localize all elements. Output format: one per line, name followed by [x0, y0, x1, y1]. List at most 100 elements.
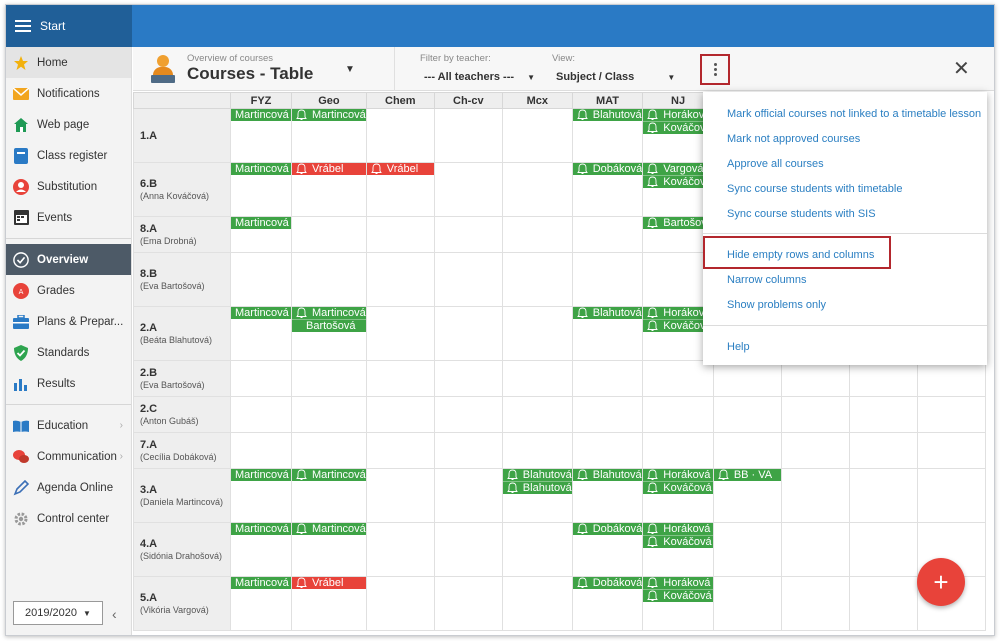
- course-teacher: Bartošová: [663, 217, 713, 229]
- course-chip[interactable]: Blahutová: [572, 469, 643, 481]
- course-chip[interactable]: Bartošová: [643, 217, 713, 229]
- sidebar-item-grades[interactable]: A Grades: [6, 275, 131, 306]
- row-header[interactable]: 2.A (Beáta Blahutová): [133, 306, 231, 361]
- sidebar-item-substitution[interactable]: Substitution: [6, 171, 131, 202]
- sidebar-item-label: Education: [37, 419, 89, 432]
- column-header[interactable]: Ch-cv: [433, 92, 503, 109]
- bell-icon: [717, 469, 729, 480]
- menu-item-sync-sis[interactable]: Sync course students with SIS: [727, 208, 876, 220]
- course-chip[interactable]: Blahutová: [502, 469, 572, 481]
- course-chip[interactable]: Vrábel: [292, 577, 366, 589]
- view-select[interactable]: Subject / Class ▼: [556, 71, 675, 83]
- menu-item-narrow-columns[interactable]: Narrow columns: [727, 274, 807, 286]
- table-cell: [433, 468, 503, 523]
- sidebar-item-plans[interactable]: Plans & Prepar...: [6, 306, 131, 337]
- course-chip[interactable]: Dobáková: [572, 523, 643, 535]
- sidebar-item-agenda-online[interactable]: Agenda Online: [6, 472, 131, 503]
- column-header[interactable]: MAT: [571, 92, 644, 109]
- row-header[interactable]: 3.A (Daniela Martincová): [133, 468, 231, 523]
- row-header[interactable]: 8.A (Ema Drobná): [133, 216, 231, 253]
- close-icon[interactable]: ✕: [953, 58, 970, 80]
- course-chip[interactable]: Martincová: [292, 469, 366, 481]
- course-chip[interactable]: Martincová: [292, 109, 366, 121]
- course-chip[interactable]: Horáková: [643, 469, 713, 481]
- row-header[interactable]: 1.A: [133, 108, 231, 163]
- course-chip[interactable]: Martincová: [231, 577, 291, 589]
- collapse-sidebar-icon[interactable]: ‹: [112, 606, 117, 622]
- course-chip[interactable]: Kováčová: [643, 535, 713, 548]
- sidebar-item-education[interactable]: Education ›: [6, 410, 131, 441]
- course-chip[interactable]: Bartošová: [292, 319, 366, 332]
- teacher-filter-select[interactable]: --- All teachers --- ▼: [424, 71, 535, 83]
- course-chip[interactable]: Kováčová: [643, 319, 713, 332]
- course-chip[interactable]: Martincová: [231, 469, 291, 481]
- bell-icon: [647, 536, 659, 547]
- page-title[interactable]: Courses - Table: [187, 64, 314, 83]
- menu-item-help[interactable]: Help: [727, 341, 750, 353]
- column-header[interactable]: Chem: [365, 92, 435, 109]
- row-header[interactable]: 7.A (Cecília Dobáková): [133, 432, 231, 469]
- course-chip[interactable]: Martincová: [231, 163, 291, 175]
- start-menu-button[interactable]: Start: [6, 5, 132, 47]
- sidebar-item-class-register[interactable]: Class register: [6, 140, 131, 171]
- column-header[interactable]: NJ: [642, 92, 714, 109]
- course-chip[interactable]: Vargová: [643, 163, 713, 175]
- course-chip[interactable]: Vrábel: [292, 163, 366, 175]
- course-chip[interactable]: Blahutová: [502, 481, 572, 494]
- course-chip[interactable]: Horáková: [643, 307, 713, 319]
- row-header[interactable]: 6.B (Anna Kováčová): [133, 162, 231, 217]
- course-chip[interactable]: Kováčová: [643, 481, 713, 494]
- sidebar-item-results[interactable]: Results: [6, 368, 131, 399]
- course-chip[interactable]: Martincová: [292, 307, 366, 319]
- course-chip[interactable]: Horáková: [643, 523, 713, 535]
- course-teacher: Martincová: [235, 577, 289, 589]
- course-chip[interactable]: Vrábel: [366, 163, 434, 175]
- menu-item-mark-official-courses[interactable]: Mark official courses not linked to a ti…: [727, 108, 982, 120]
- course-chip[interactable]: BB · VA: [713, 469, 781, 481]
- sidebar-item-events[interactable]: Events: [6, 202, 131, 233]
- sidebar-item-web-page[interactable]: Web page: [6, 109, 131, 140]
- course-chip[interactable]: Dobáková: [572, 163, 643, 175]
- column-header[interactable]: Geo: [291, 92, 367, 109]
- course-chip[interactable]: Martincová: [231, 523, 291, 535]
- menu-item-show-problems[interactable]: Show problems only: [727, 299, 827, 311]
- more-options-button[interactable]: [700, 54, 730, 85]
- course-chip[interactable]: Dobáková: [572, 577, 643, 589]
- course-chip[interactable]: Kováčová: [643, 175, 713, 188]
- menu-item-hide-empty[interactable]: Hide empty rows and columns: [727, 249, 875, 261]
- course-chip[interactable]: Horáková: [643, 577, 713, 589]
- course-chip[interactable]: Martincová: [231, 109, 291, 121]
- sidebar-item-standards[interactable]: Standards: [6, 337, 131, 368]
- course-chip[interactable]: Kováčová: [643, 121, 713, 134]
- row-header[interactable]: 2.B (Eva Bartošová): [133, 360, 231, 397]
- row-teacher: (Cecília Dobáková): [140, 452, 217, 462]
- row-header[interactable]: 2.C (Anton Gubáš): [133, 396, 231, 433]
- row-header[interactable]: 5.A (Vikória Vargová): [133, 576, 231, 631]
- sidebar-item-notifications[interactable]: Notifications: [6, 78, 131, 109]
- row-header[interactable]: 4.A (Sidónia Drahošová): [133, 522, 231, 577]
- course-chip[interactable]: Blahutová: [572, 109, 643, 121]
- menu-item-mark-not-approved[interactable]: Mark not approved courses: [727, 133, 861, 145]
- course-chip[interactable]: Blahutová: [572, 307, 643, 319]
- course-chip[interactable]: Martincová: [292, 523, 366, 535]
- sidebar-item-overview[interactable]: Overview: [6, 244, 131, 275]
- course-chip[interactable]: Martincová: [231, 217, 291, 229]
- table-cell: [365, 468, 435, 523]
- row-header[interactable]: 8.B (Eva Bartošová): [133, 252, 231, 307]
- course-chip[interactable]: Martincová: [231, 307, 291, 319]
- column-header[interactable]: Mcx: [501, 92, 573, 109]
- menu-divider: [703, 233, 987, 234]
- sidebar-item-home[interactable]: Home: [6, 47, 131, 78]
- table-cell: [571, 396, 644, 433]
- menu-item-sync-timetable[interactable]: Sync course students with timetable: [727, 183, 903, 195]
- title-dropdown-caret-icon[interactable]: ▼: [345, 64, 355, 75]
- menu-item-approve-all[interactable]: Approve all courses: [727, 158, 824, 170]
- row-class: 7.A: [140, 439, 158, 451]
- school-year-select[interactable]: 2019/2020 ▼: [13, 601, 103, 625]
- column-header[interactable]: FYZ: [230, 92, 292, 109]
- sidebar-item-communication[interactable]: Communication ›: [6, 441, 131, 472]
- course-chip[interactable]: Kováčová: [643, 589, 713, 602]
- sidebar-item-control-center[interactable]: Control center: [6, 503, 131, 534]
- add-fab-button[interactable]: +: [917, 558, 965, 606]
- course-chip[interactable]: Horáková: [643, 109, 713, 121]
